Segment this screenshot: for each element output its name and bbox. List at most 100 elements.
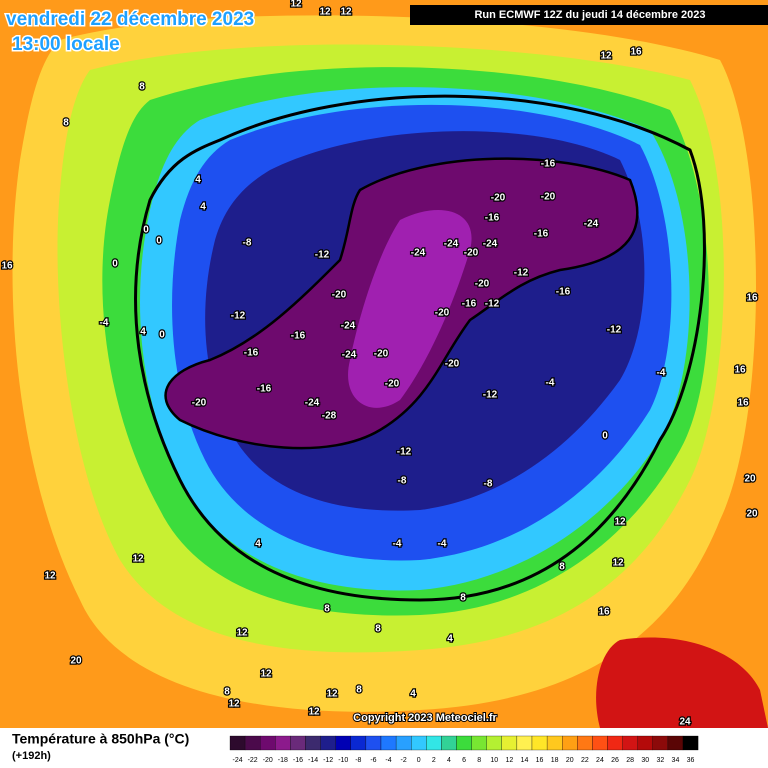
- arctic-core-inner: [348, 210, 472, 408]
- colorbar-label: 26: [611, 757, 619, 764]
- colorbar-swatch: [335, 735, 351, 751]
- contour-label: 20: [70, 656, 82, 667]
- run-box: [410, 5, 768, 25]
- contour-label: 4: [195, 175, 201, 186]
- contour-label: 12: [228, 699, 240, 710]
- colorbar-label: 2: [432, 757, 436, 764]
- colorbar-swatch: [456, 735, 472, 751]
- colorbar: -24 -22 -20 -18 -16 -14 -12 -10 -8 -6 -4 -2 0 2 4 6 8 10 1…: [229, 735, 699, 764]
- lead-time: (+192h): [12, 750, 51, 762]
- colorbar-swatch: [682, 735, 699, 751]
- contour-label: 24: [679, 717, 691, 728]
- colorbar-label: -14: [308, 757, 318, 764]
- contour-label: 4: [410, 689, 416, 700]
- contour-label: 8: [224, 687, 230, 698]
- colorbar-swatch: [471, 735, 487, 751]
- contour-label: -12: [397, 447, 412, 458]
- colorbar-swatch: [546, 735, 563, 751]
- contour-label: 12: [236, 628, 248, 639]
- colorbar-swatch: [229, 735, 246, 751]
- colorbar-label: 24: [596, 757, 604, 764]
- colorbar-label: -12: [323, 757, 333, 764]
- colorbar-swatch: [637, 735, 653, 751]
- colorbar-swatch: [275, 735, 291, 751]
- colorbar-label: -4: [385, 757, 391, 764]
- contour-label: 8: [356, 685, 362, 696]
- colorbar-label: -16: [293, 757, 303, 764]
- contour-label: -16: [534, 229, 549, 240]
- colorbar-label: 10: [490, 757, 498, 764]
- colorbar-label: 30: [641, 757, 649, 764]
- contour-label: 12: [132, 554, 144, 565]
- contour-label: -16: [291, 331, 306, 342]
- colorbar-label: 22: [581, 757, 589, 764]
- contour-label: 4: [140, 327, 146, 338]
- contour-label: 0: [602, 431, 608, 442]
- contour-label: -24: [444, 239, 459, 250]
- colorbar-swatch: [607, 735, 623, 751]
- contour-label: -24: [305, 398, 320, 409]
- colorbar-label: 14: [521, 757, 529, 764]
- colorbar-swatch: [350, 735, 367, 751]
- colorbar-swatch: [426, 735, 442, 751]
- colorbar-swatch: [290, 735, 306, 751]
- contour-label: 20: [744, 474, 756, 485]
- colorbar-swatch: [622, 735, 638, 751]
- contour-label: -24: [341, 321, 356, 332]
- colorbar-swatch: [380, 735, 397, 751]
- contour-label: -12: [514, 268, 529, 279]
- contour-label: -12: [315, 250, 330, 261]
- colorbar-label: 20: [566, 757, 574, 764]
- contour-label: 16: [630, 47, 642, 58]
- minus-twenty-isotherm: [164, 157, 639, 450]
- contour-label: -16: [244, 348, 259, 359]
- contour-label: -16: [556, 287, 571, 298]
- time: 13:00 locale: [12, 34, 120, 55]
- contour-label: -20: [445, 359, 460, 370]
- contour-label: 16: [746, 293, 758, 304]
- colorbar-swatch: [592, 735, 608, 751]
- contour-label: -24: [411, 248, 426, 259]
- contour-label: 8: [559, 562, 565, 573]
- colorbar-swatch: [320, 735, 336, 751]
- contour-label: -12: [231, 311, 246, 322]
- contour-label: -20: [192, 398, 207, 409]
- contour-label: -24: [342, 350, 357, 361]
- colorbar-label: 0: [417, 757, 421, 764]
- contour-label: 20: [746, 509, 758, 520]
- contour-label: -4: [438, 539, 447, 550]
- contour-label: 16: [737, 398, 749, 409]
- contour-label: -20: [374, 349, 389, 360]
- contour-label: -16: [541, 159, 556, 170]
- contour-label: -4: [393, 539, 402, 550]
- contour-label: -20: [491, 193, 506, 204]
- colorbar-label: 34: [672, 757, 680, 764]
- contour-label: 16: [734, 365, 746, 376]
- contour-label: 4: [447, 634, 453, 645]
- contour-label: -16: [462, 299, 477, 310]
- colorbar-label: 6: [462, 757, 466, 764]
- colorbar-label: -20: [263, 757, 273, 764]
- copyright: Copyright 2023 Meteociel.fr: [353, 712, 497, 724]
- colorbar-swatch: [244, 735, 261, 751]
- contour-label: 12: [290, 0, 302, 10]
- contour-label: -12: [485, 299, 500, 310]
- colorbar-swatch: [441, 735, 457, 751]
- hot-area: [596, 637, 768, 728]
- footer-title: Température à 850hPa (°C): [12, 731, 189, 747]
- colorbar-swatch: [365, 735, 382, 751]
- colorbar-label: -10: [338, 757, 348, 764]
- colorbar-swatch: [577, 735, 593, 751]
- colorbar-swatch: [260, 735, 276, 751]
- colorbar-swatch: [562, 735, 578, 751]
- contour-label: -8: [243, 238, 252, 249]
- colorbar-swatch: [395, 735, 412, 751]
- contour-label: 0: [159, 330, 165, 341]
- contour-label: -20: [435, 308, 450, 319]
- contour-label: 16: [1, 261, 13, 272]
- colorbar-label: 18: [551, 757, 559, 764]
- contour-label: -4: [546, 378, 555, 389]
- date: vendredi 22 décembre 2023: [6, 9, 254, 30]
- contour-label: 12: [600, 51, 612, 62]
